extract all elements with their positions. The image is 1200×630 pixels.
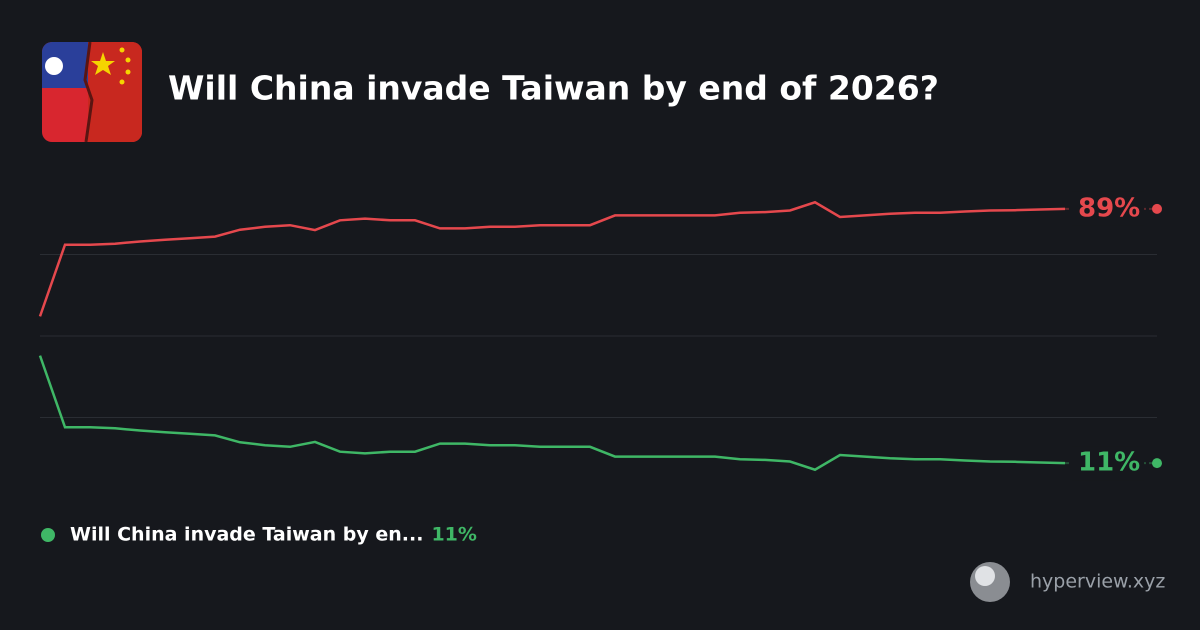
series-line: [38, 355, 1066, 472]
footer-brand: hyperview.xyz: [1030, 571, 1165, 593]
end-label-bg: [1072, 191, 1144, 226]
end-label-bg: [1072, 446, 1144, 481]
legend-label: Will China invade Taiwan by en...: [70, 524, 423, 546]
end-label: 89%: [1078, 193, 1140, 223]
title: Will China invade Taiwan by end of 2026?: [168, 69, 939, 108]
market-icon: [42, 42, 142, 142]
end-dot: [1152, 458, 1162, 469]
legend-dot: [41, 528, 55, 542]
end-label: 11%: [1078, 448, 1140, 478]
end-dot: [1152, 203, 1162, 214]
logo-highlight: [975, 566, 995, 586]
series-line: [38, 200, 1066, 317]
legend-value: 11%: [431, 524, 476, 546]
plot: 89% 11%: [38, 191, 1162, 481]
